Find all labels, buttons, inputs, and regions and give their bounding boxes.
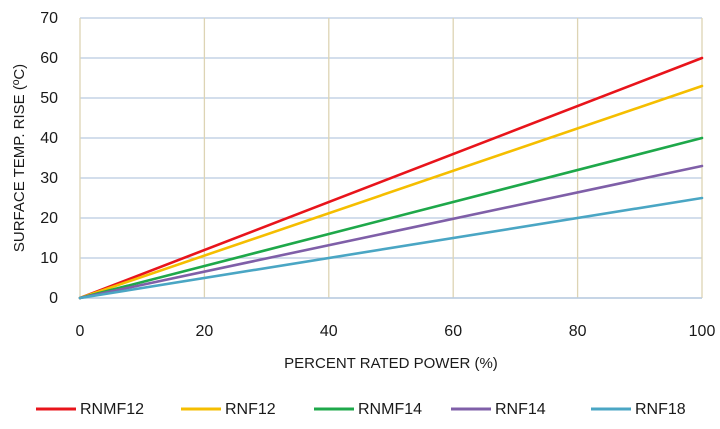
y-tick-label: 50	[40, 90, 58, 107]
y-tick-label: 60	[40, 50, 58, 67]
y-tick-label: 40	[40, 130, 58, 147]
y-tick-label: 0	[49, 290, 58, 307]
y-axis-label: SURFACE TEMP. RISE (ºC)	[11, 64, 28, 252]
series-line-rnf12	[78, 84, 704, 300]
legend-label-rnf12: RNF12	[225, 401, 276, 418]
series-line-rnmf12	[78, 56, 704, 300]
legend-label-rnmf12: RNMF12	[80, 401, 144, 418]
series-line-rnmf14	[78, 136, 704, 300]
series-line-rnf14	[78, 164, 704, 300]
legend-label-rnf18: RNF18	[635, 401, 686, 418]
y-tick-label: 20	[40, 210, 58, 227]
legend-label-rnmf14: RNMF14	[358, 401, 422, 418]
x-tick-label: 20	[196, 323, 214, 340]
x-tick-label: 80	[569, 323, 587, 340]
series-line-rnf18	[78, 196, 704, 300]
x-axis-label: PERCENT RATED POWER (%)	[284, 355, 498, 372]
x-tick-label: 0	[76, 323, 85, 340]
x-tick-label: 100	[689, 323, 716, 340]
y-tick-label: 10	[40, 250, 58, 267]
y-tick-label: 70	[40, 10, 58, 27]
y-tick-label: 30	[40, 170, 58, 187]
grid	[79, 17, 703, 299]
x-axis-ticks: 0 20 40 60 80 100	[76, 323, 716, 340]
legend-label-rnf14: RNF14	[495, 401, 546, 418]
x-tick-label: 40	[320, 323, 338, 340]
y-axis-ticks: 0 10 20 30 40 50 60 70	[40, 10, 58, 307]
x-tick-label: 60	[444, 323, 462, 340]
series-lines	[78, 56, 704, 300]
legend: RNMF12 RNF12 RNMF14 RNF14 RNF18	[36, 401, 686, 418]
